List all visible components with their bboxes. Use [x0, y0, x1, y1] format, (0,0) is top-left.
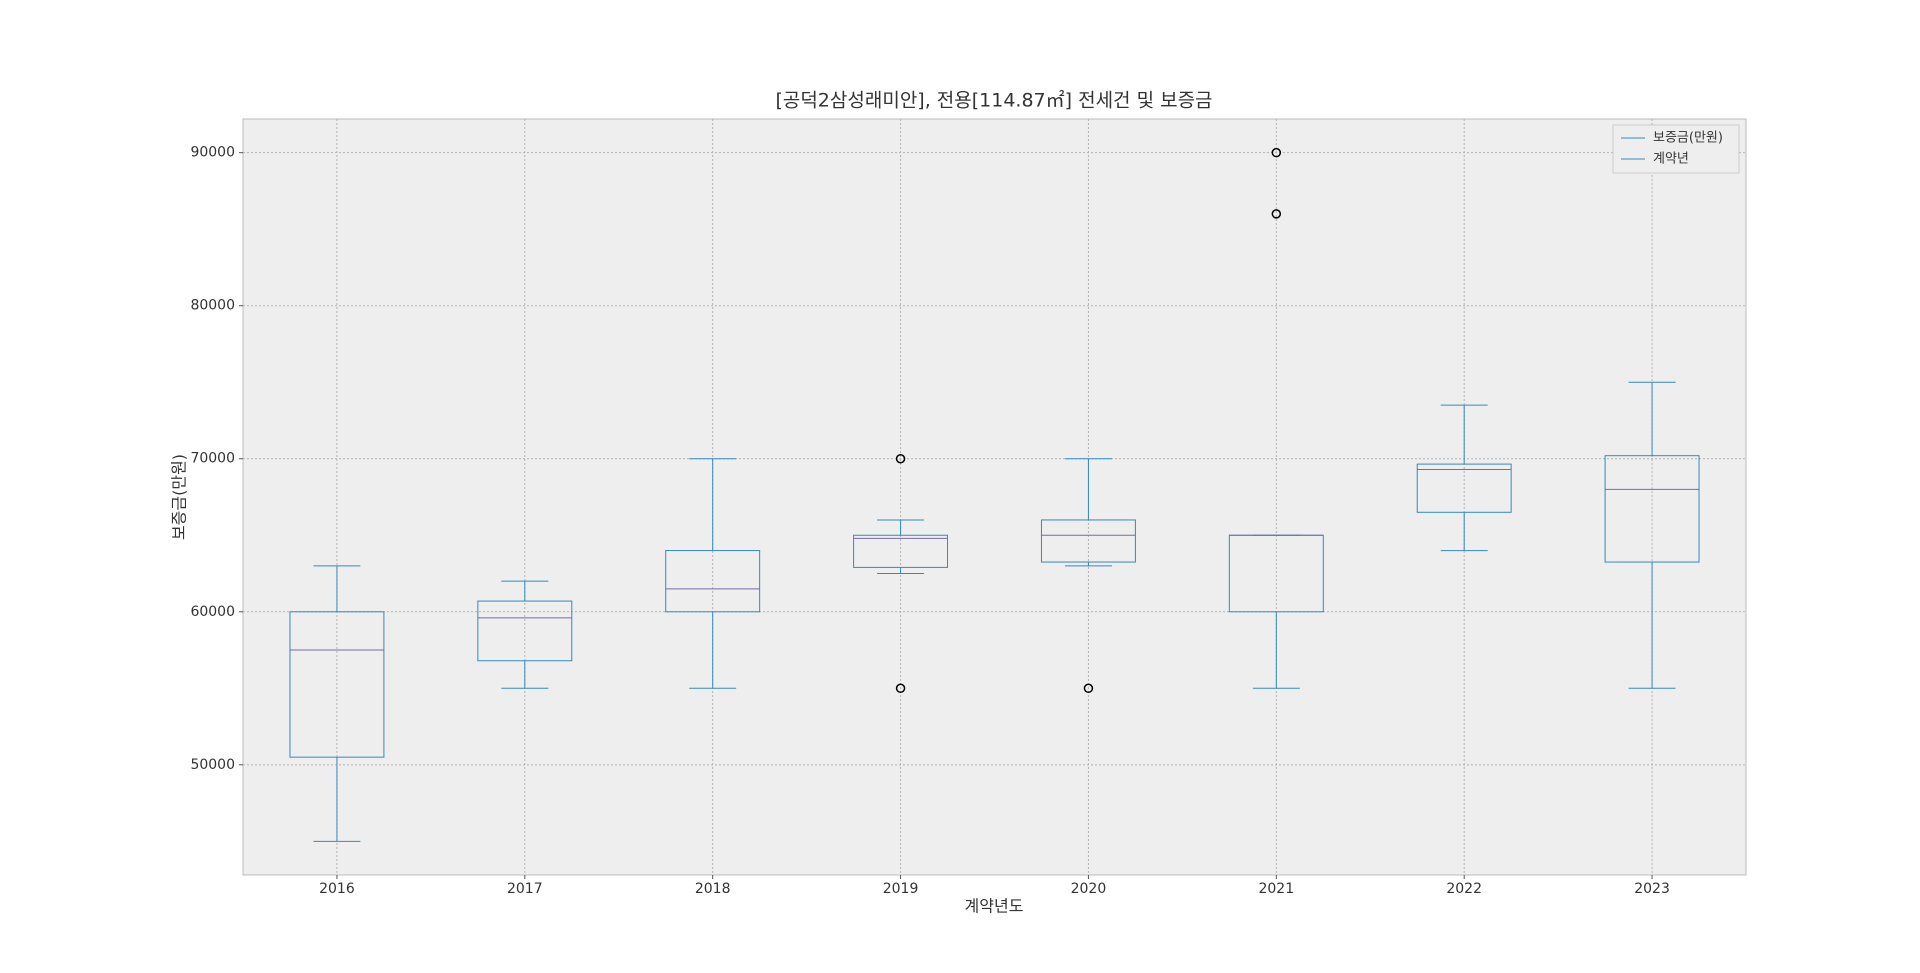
legend-label: 보증금(만원): [1653, 131, 1723, 146]
y-tick-label: 90000: [190, 145, 235, 161]
outlier: [895, 453, 906, 464]
x-tick-label: 2020: [1071, 881, 1107, 897]
x-tick-label: 2018: [695, 881, 731, 897]
y-tick-label: 70000: [190, 451, 235, 467]
box: [1604, 455, 1700, 563]
x-tick-label: 2019: [883, 881, 919, 897]
outlier: [1271, 147, 1282, 158]
box: [665, 550, 761, 613]
x-tick-label: 2016: [319, 881, 355, 897]
box: [1416, 463, 1512, 513]
legend-label: 계약년: [1653, 152, 1689, 167]
box: [1040, 519, 1136, 563]
y-tick-label: 80000: [190, 298, 235, 314]
outlier: [895, 683, 906, 694]
y-axis-label: 보증금(만원): [170, 454, 189, 540]
x-axis-label: 계약년도: [965, 897, 1024, 916]
x-tick-label: 2022: [1446, 881, 1482, 897]
box: [289, 611, 385, 758]
legend-box: [1612, 124, 1740, 174]
y-tick-label: 50000: [190, 757, 235, 773]
box: [853, 534, 949, 568]
chart-title: [공덕2삼성래미안], 전용[114.87㎡] 전세건 및 보증금: [775, 89, 1212, 112]
x-tick-label: 2017: [507, 881, 543, 897]
x-tick-label: 2023: [1634, 881, 1670, 897]
x-tick-label: 2021: [1258, 881, 1294, 897]
y-tick-label: 60000: [190, 604, 235, 620]
plot-area: [242, 118, 1747, 876]
outlier: [1083, 683, 1094, 694]
outlier: [1271, 209, 1282, 219]
box: [477, 600, 573, 662]
